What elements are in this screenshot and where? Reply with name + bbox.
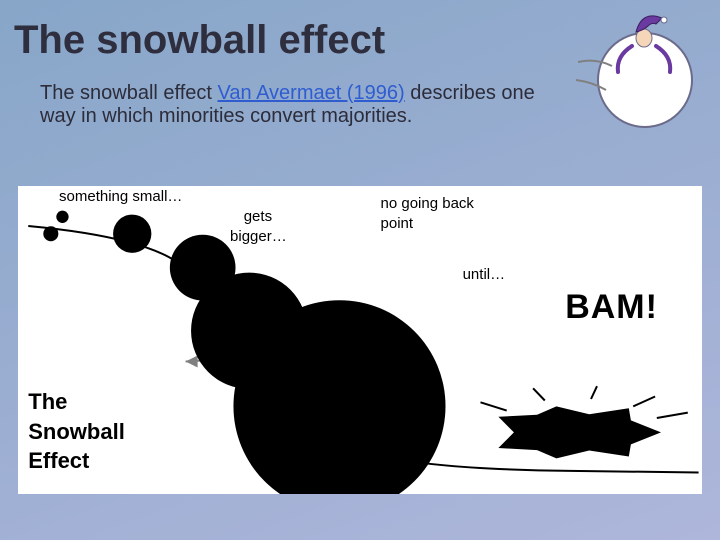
label-gets: gets	[244, 208, 272, 225]
label-until: until…	[463, 266, 506, 283]
body-lead: The snowball effect	[40, 82, 218, 104]
diagram-title-the: The	[28, 389, 67, 414]
label-point: point	[381, 215, 414, 232]
diagram-title-effect: Effect	[28, 448, 89, 473]
diagram-title-snowball: Snowball	[28, 419, 125, 444]
slide: The snowball effect The snowball effect …	[0, 0, 720, 540]
label-bam: BAM!	[565, 288, 658, 327]
snowball-cartoon-icon	[570, 2, 710, 132]
label-something-small: something small…	[59, 188, 182, 205]
citation-link[interactable]: Van Avermaet (1996)	[218, 82, 405, 104]
body-text: The snowball effect Van Avermaet (1996) …	[40, 82, 560, 128]
diagram-svg	[18, 186, 702, 494]
snowball-diagram: something small… gets bigger… no going b…	[18, 186, 702, 494]
label-bigger: bigger…	[230, 228, 287, 245]
page-title: The snowball effect	[14, 18, 385, 63]
label-no-going-back: no going back	[381, 195, 474, 212]
corner-illustration	[570, 2, 710, 132]
